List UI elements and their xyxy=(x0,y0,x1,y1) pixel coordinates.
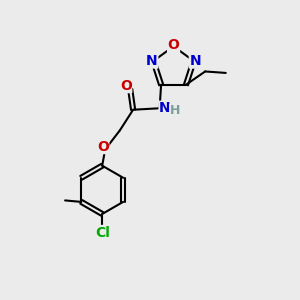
Text: Cl: Cl xyxy=(95,226,110,239)
Text: O: O xyxy=(168,38,179,52)
Text: O: O xyxy=(120,79,132,93)
Text: H: H xyxy=(170,104,180,117)
Text: N: N xyxy=(146,54,158,68)
Text: N: N xyxy=(159,101,171,115)
Text: N: N xyxy=(189,54,201,68)
Text: O: O xyxy=(97,140,109,154)
